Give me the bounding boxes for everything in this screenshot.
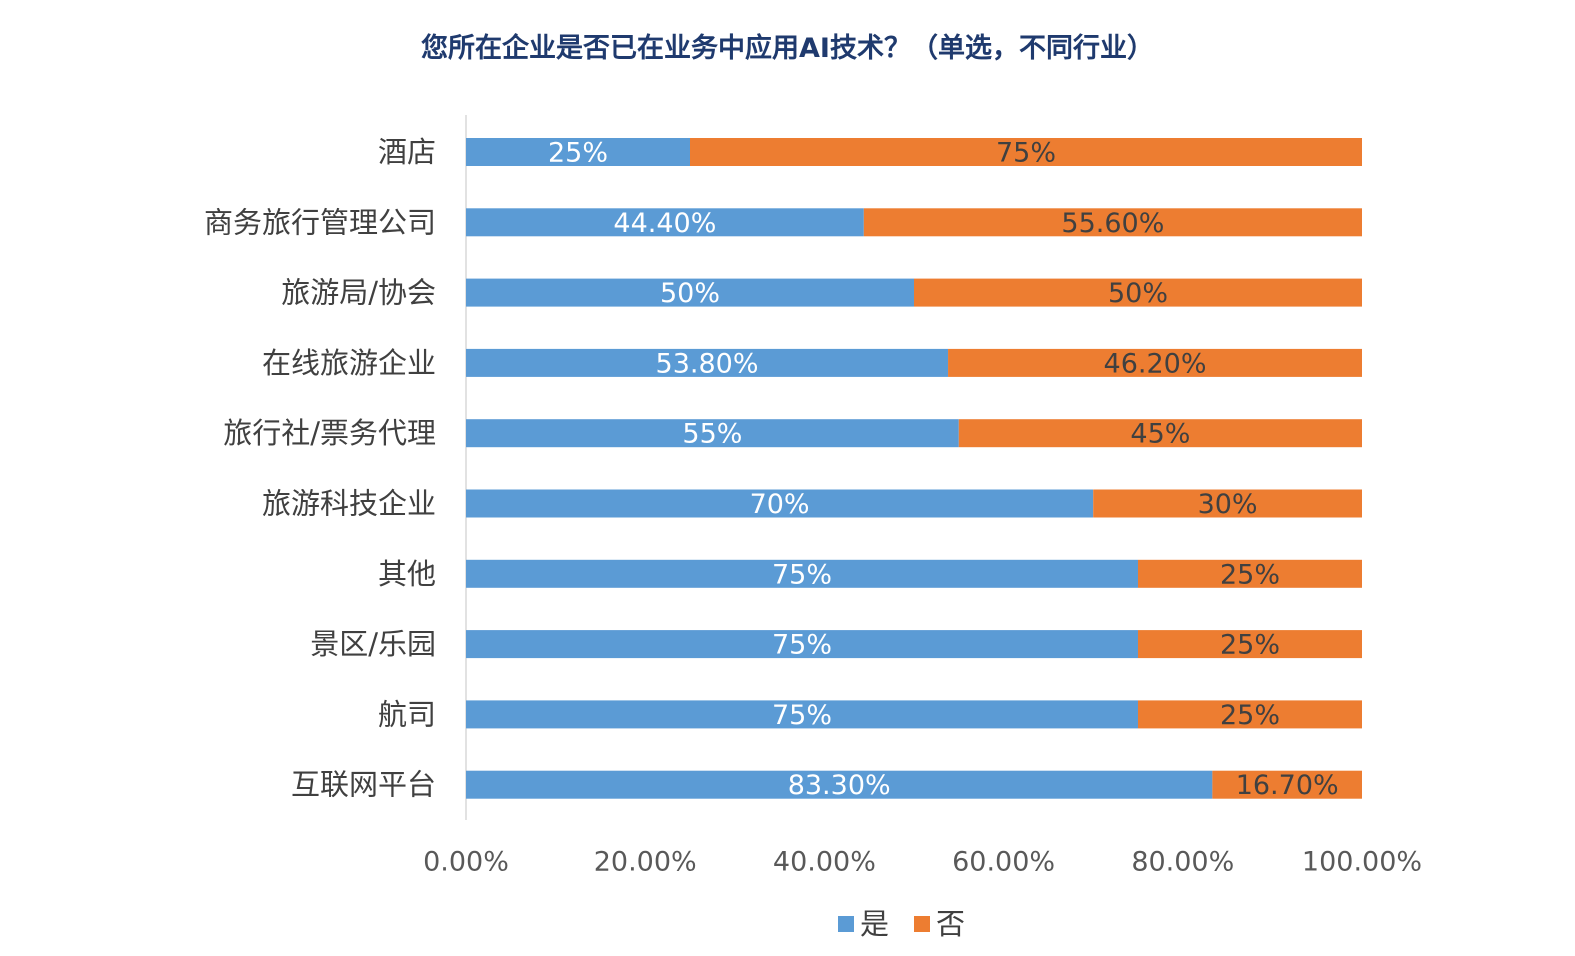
category-label: 旅游科技企业 — [262, 487, 436, 521]
bar-segment — [466, 278, 914, 307]
legend-swatch — [914, 916, 930, 932]
data-label: 83.30% — [788, 770, 891, 801]
category-label: 互联网平台 — [291, 768, 436, 802]
bar-segment — [466, 770, 1213, 799]
category-label: 其他 — [378, 557, 436, 591]
category-label: 商务旅行管理公司 — [204, 205, 436, 239]
data-label: 75% — [772, 700, 832, 731]
legend-label: 是 — [860, 907, 889, 941]
bar-segment — [466, 630, 1138, 659]
data-label: 55% — [682, 419, 742, 450]
category-label: 在线旅游企业 — [262, 346, 436, 380]
category-label: 旅游局/协会 — [281, 276, 436, 310]
bar-segment — [466, 559, 1138, 588]
bar-segment — [1138, 559, 1362, 588]
data-label: 25% — [1220, 559, 1280, 590]
bar-segment — [466, 138, 690, 166]
data-label: 50% — [1108, 278, 1168, 309]
data-label: 25% — [1220, 630, 1280, 661]
bar-segment — [948, 348, 1362, 377]
x-tick-label: 40.00% — [773, 847, 876, 878]
data-label: 70% — [750, 489, 810, 520]
data-label: 44.40% — [613, 208, 716, 239]
bar-segment — [690, 138, 1362, 166]
chart-title: 您所在企业是否已在业务中应用AI技术？（单选，不同行业） — [421, 33, 1154, 64]
data-label: 46.20% — [1104, 348, 1207, 379]
category-label: 旅行社/票务代理 — [223, 416, 436, 450]
bar-segment — [1212, 770, 1362, 799]
bar-segment — [958, 419, 1362, 448]
category-label: 景区/乐园 — [310, 627, 436, 661]
bar-segment — [1093, 489, 1362, 518]
data-label: 30% — [1198, 489, 1258, 520]
data-label: 25% — [1220, 700, 1280, 731]
bars-group: 25% 75% 44.40% 55.60% 50% 50% 53.80% 46.20% 55% 4… — [466, 138, 1362, 801]
data-label: 53.80% — [656, 348, 759, 379]
bar-segment — [1138, 630, 1362, 659]
data-label: 16.70% — [1236, 770, 1339, 801]
category-label: 航司 — [378, 697, 436, 731]
data-label: 55.60% — [1061, 208, 1164, 239]
x-tick-label: 20.00% — [594, 847, 697, 878]
legend: 是否 — [838, 907, 965, 941]
bar-segment — [466, 700, 1138, 729]
bar-segment — [863, 208, 1362, 237]
x-axis-ticks: 0.00% 20.00% 40.00% 60.00% 80.00% 100.00% — [423, 847, 1422, 878]
data-label: 75% — [996, 138, 1056, 169]
x-tick-label: 80.00% — [1131, 847, 1234, 878]
data-label: 50% — [660, 278, 720, 309]
x-tick-label: 0.00% — [423, 847, 509, 878]
legend-label: 否 — [936, 907, 965, 941]
bar-segment — [466, 489, 1094, 518]
data-label: 45% — [1130, 419, 1190, 450]
bar-segment — [466, 419, 959, 448]
data-label: 75% — [772, 630, 832, 661]
category-label: 酒店 — [378, 135, 436, 169]
bar-segment — [1138, 700, 1362, 729]
x-tick-label: 100.00% — [1302, 847, 1422, 878]
data-label: 75% — [772, 559, 832, 590]
bar-segment — [466, 348, 949, 377]
bar-segment — [914, 278, 1362, 307]
legend-swatch — [838, 916, 854, 932]
category-labels: 酒店商务旅行管理公司旅游局/协会在线旅游企业旅行社/票务代理旅游科技企业其他景区… — [204, 135, 436, 802]
data-label: 25% — [548, 138, 608, 169]
bar-segment — [466, 208, 864, 237]
x-tick-label: 60.00% — [952, 847, 1055, 878]
